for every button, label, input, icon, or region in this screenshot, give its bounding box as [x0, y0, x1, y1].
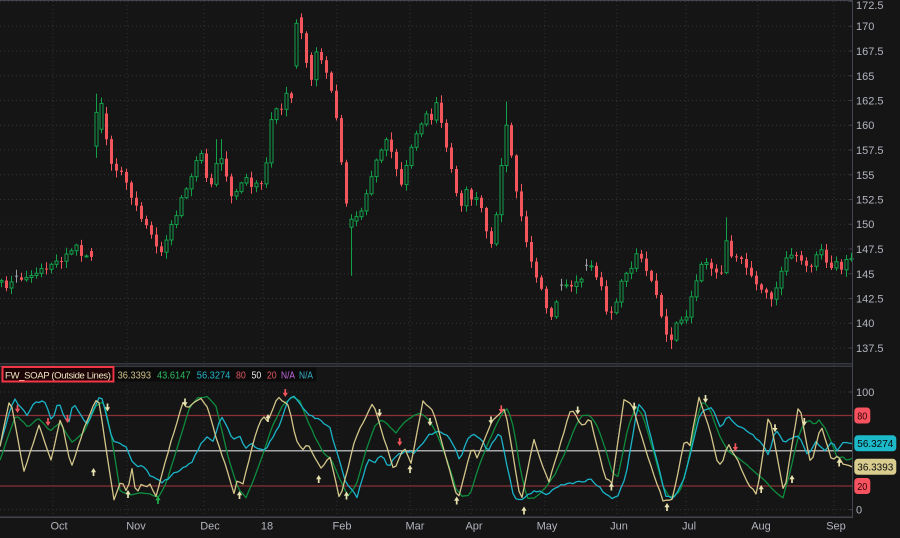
svg-text:N/A: N/A: [281, 370, 295, 381]
svg-text:56.3274: 56.3274: [857, 438, 893, 450]
svg-text:Dec: Dec: [200, 521, 220, 533]
svg-text:137.5: 137.5: [856, 343, 884, 355]
svg-text:167.5: 167.5: [856, 46, 884, 58]
svg-text:100: 100: [856, 387, 874, 399]
svg-text:150: 150: [856, 219, 874, 231]
svg-text:170: 170: [856, 21, 874, 33]
svg-text:Apr: Apr: [465, 521, 482, 533]
svg-text:145: 145: [856, 269, 874, 281]
svg-text:Aug: Aug: [751, 521, 771, 533]
svg-text:Sep: Sep: [826, 521, 846, 533]
svg-text:160: 160: [856, 120, 874, 132]
svg-text:155: 155: [856, 170, 874, 182]
svg-text:157.5: 157.5: [856, 145, 884, 157]
svg-text:165: 165: [856, 71, 874, 83]
svg-text:20: 20: [857, 481, 867, 493]
svg-text:140: 140: [856, 318, 874, 330]
svg-text:36.3393: 36.3393: [857, 462, 893, 474]
svg-text:Feb: Feb: [333, 521, 352, 533]
svg-text:FW_SOAP (Outside Lines): FW_SOAP (Outside Lines): [5, 370, 111, 381]
svg-text:36.3393: 36.3393: [118, 370, 152, 381]
svg-text:Jun: Jun: [610, 521, 628, 533]
svg-text:20: 20: [267, 370, 277, 381]
svg-text:142.5: 142.5: [856, 294, 884, 306]
svg-text:Nov: Nov: [126, 521, 146, 533]
svg-text:N/A: N/A: [299, 370, 313, 381]
svg-text:43.6147: 43.6147: [157, 370, 191, 381]
svg-text:80: 80: [236, 370, 246, 381]
svg-text:172.5: 172.5: [856, 0, 884, 12]
svg-text:56.3274: 56.3274: [197, 370, 231, 381]
svg-text:147.5: 147.5: [856, 244, 884, 256]
svg-text:162.5: 162.5: [856, 96, 884, 108]
svg-text:80: 80: [857, 410, 867, 422]
svg-text:0: 0: [856, 505, 862, 517]
svg-text:Oct: Oct: [50, 521, 67, 533]
svg-text:Jul: Jul: [682, 521, 696, 533]
svg-text:May: May: [537, 521, 558, 533]
svg-text:152.5: 152.5: [856, 195, 884, 207]
svg-text:Mar: Mar: [406, 521, 425, 533]
svg-text:50: 50: [252, 370, 262, 381]
svg-text:18: 18: [261, 521, 273, 533]
